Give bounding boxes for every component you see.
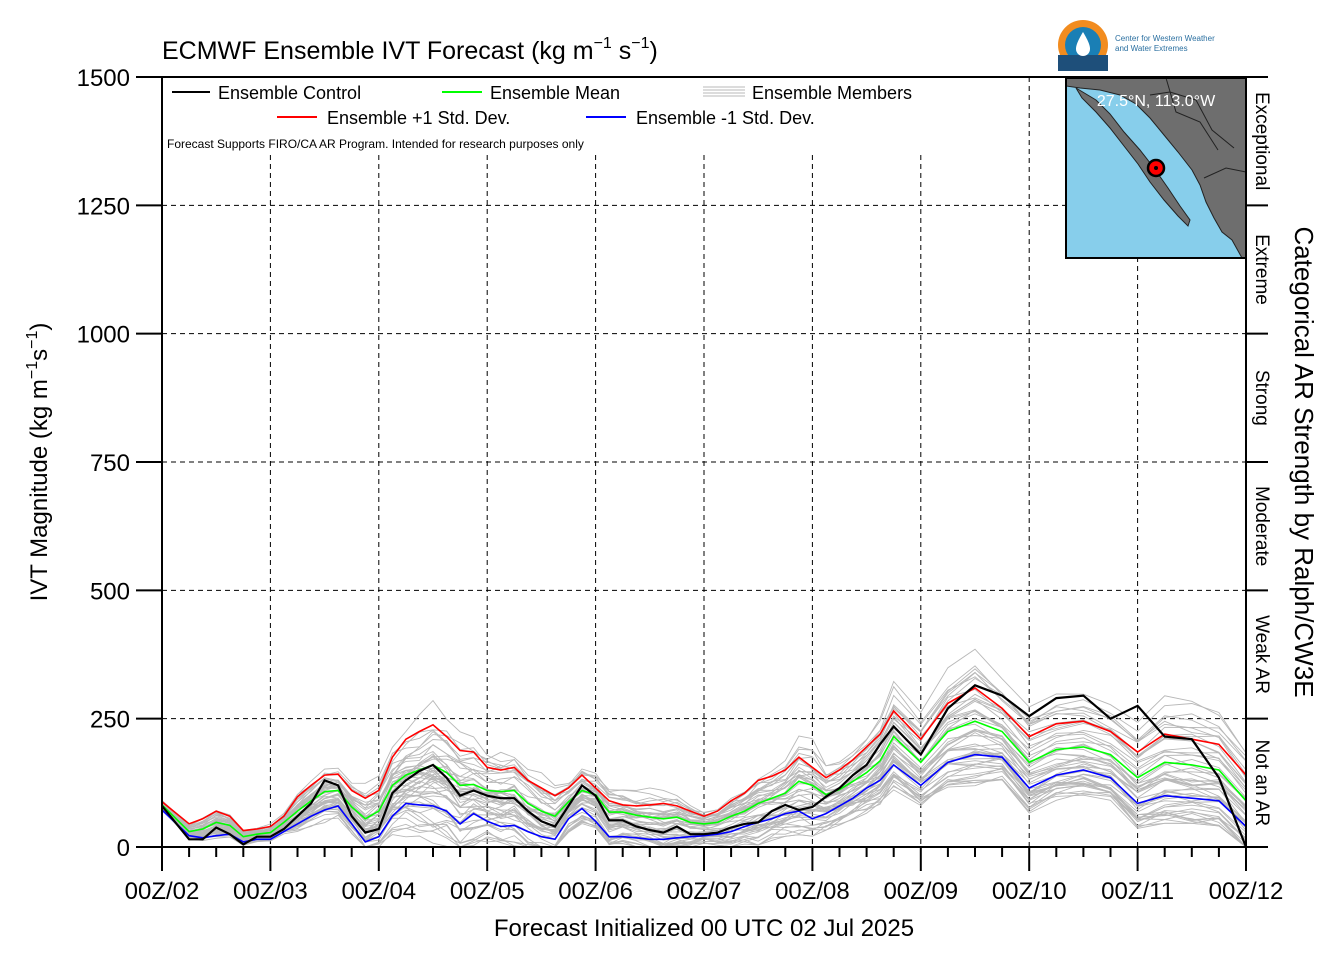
- category-label: Not an AR: [1251, 740, 1272, 827]
- category-label: Exceptional: [1251, 92, 1272, 190]
- logo-text-line1: Center for Western Weather: [1115, 34, 1215, 43]
- category-label: Strong: [1251, 370, 1272, 426]
- y-axis-label: IVT Magnitude (kg m−1s−1): [24, 323, 53, 602]
- location-marker-center: [1154, 166, 1158, 170]
- x-tick-label: 00Z/02: [125, 878, 200, 905]
- location-inset-map: 27.5°N, 113.0°W: [1065, 77, 1247, 259]
- x-axis: 00Z/02 00Z/03 00Z/04 00Z/05 00Z/06 00Z/07 00Z/…: [125, 847, 1284, 905]
- series-line-ensemble-1-std-dev: [161, 753, 1247, 843]
- x-tick-label: 00Z/04: [341, 878, 416, 905]
- legend: Ensemble Control Ensemble Mean Ensemble …: [167, 83, 912, 151]
- series-line-ensemble-control: [161, 684, 1248, 848]
- cw3e-logo: Center for Western Weather and Water Ext…: [1058, 20, 1215, 71]
- right-axis-label: Categorical AR Strength by Ralph/CW3E: [1289, 226, 1319, 697]
- category-label: Moderate: [1251, 486, 1272, 566]
- ensemble-member-line: [161, 709, 1247, 836]
- map-borders: [1149, 77, 1247, 179]
- chart-title: ECMWF Ensemble IVT Forecast (kg m−1 s−1): [162, 35, 658, 65]
- legend-label-members: Ensemble Members: [752, 83, 912, 103]
- legend-label-mean: Ensemble Mean: [490, 83, 620, 103]
- legend-swatch-members: [703, 86, 745, 97]
- disclaimer-text: Forecast Supports FIRO/CA AR Program. In…: [167, 137, 584, 151]
- x-axis-label: Forecast Initialized 00 UTC 02 Jul 2025: [494, 915, 914, 942]
- ensemble-member-line: [161, 771, 1247, 846]
- map-location-label: 27.5°N, 113.0°W: [1097, 93, 1216, 110]
- ensemble-member-line: [161, 710, 1247, 835]
- x-tick-label: 00Z/11: [1101, 878, 1174, 905]
- x-tick-label: 00Z/07: [667, 878, 742, 905]
- map-land-peninsula: [1075, 87, 1191, 227]
- ensemble-member-line: [161, 665, 1247, 831]
- x-tick-label: 00Z/05: [450, 878, 525, 905]
- series-line-ensemble-mean: [161, 720, 1247, 838]
- y-tick-label: 0: [117, 835, 130, 862]
- ensemble-member-line: [161, 668, 1247, 840]
- x-tick-label: 00Z/06: [558, 878, 633, 905]
- series-lines: [161, 684, 1248, 848]
- x-tick-label: 00Z/09: [883, 878, 958, 905]
- ensemble-member-line: [161, 699, 1247, 848]
- x-tick-label: 00Z/08: [775, 878, 850, 905]
- category-label: Extreme: [1251, 234, 1272, 305]
- x-tick-label: 00Z/03: [233, 878, 308, 905]
- logo-text-line2: and Water Extremes: [1115, 44, 1188, 53]
- y-tick-label: 1000: [77, 322, 130, 349]
- y-tick-label: 1250: [77, 193, 130, 220]
- legend-label-control: Ensemble Control: [218, 83, 361, 103]
- series-line-ensemble-1-std-dev: [161, 686, 1247, 832]
- x-tick-label: 00Z/10: [992, 878, 1067, 905]
- category-label: Weak AR: [1251, 615, 1272, 694]
- right-category-axis: Not an AR Weak AR Moderate Strong Extreme Exc…: [1245, 76, 1272, 848]
- legend-label-plus-std: Ensemble +1 Std. Dev.: [327, 108, 510, 128]
- map-frame: [1065, 77, 1247, 259]
- y-tick-label: 250: [90, 707, 130, 734]
- ensemble-member-line: [161, 743, 1247, 843]
- y-tick-label: 750: [90, 450, 130, 477]
- ensemble-member-line: [161, 698, 1247, 845]
- y-axis: 0 250 500 750 1000 1250 1500: [77, 65, 162, 862]
- legend-label-minus-std: Ensemble -1 Std. Dev.: [636, 108, 815, 128]
- x-tick-label: 00Z/12: [1209, 878, 1284, 905]
- ensemble-member-line: [161, 677, 1247, 835]
- y-tick-label: 500: [90, 578, 130, 605]
- y-tick-label: 1500: [77, 65, 130, 92]
- droplet-icon: [1076, 32, 1090, 56]
- logo-water-band: [1058, 55, 1108, 71]
- ensemble-member-line: [161, 765, 1247, 848]
- ensemble-member-line: [161, 743, 1247, 840]
